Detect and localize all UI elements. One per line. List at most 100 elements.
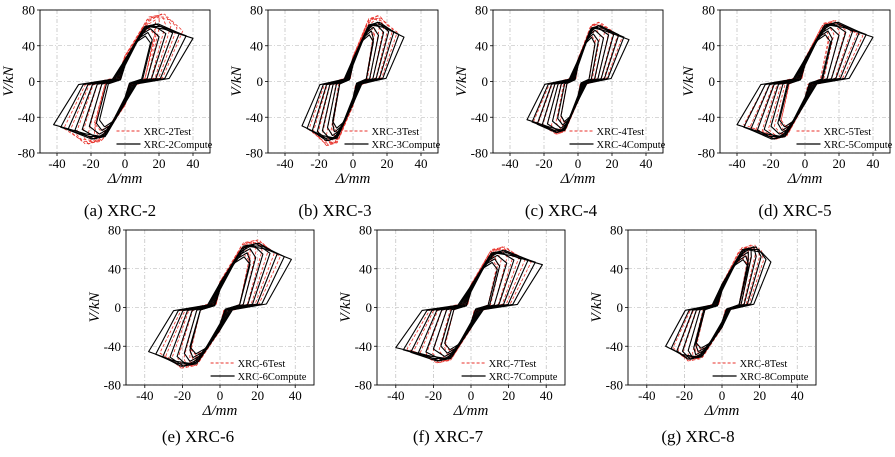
x-tick-label: 40 (867, 156, 880, 171)
x-tick-label: 20 (606, 156, 619, 171)
x-tick-label: 20 (502, 388, 515, 403)
y-tick-label: 40 (475, 38, 488, 53)
x-tick-label: 0 (350, 156, 357, 171)
x-tick-label: 0 (802, 156, 809, 171)
y-tick-label: 40 (359, 261, 372, 276)
y-axis-label: V/kN (454, 66, 470, 97)
x-tick-label: -20 (762, 156, 779, 171)
x-tick-label: 40 (415, 156, 428, 171)
x-axis-label: Δ/mm (335, 171, 371, 187)
hysteresis-curves (54, 14, 193, 144)
y-tick-label: 80 (475, 3, 488, 18)
chart-xrc-2: -40 -20 0 20 40 80 40 0 -40 -80 Δ/mm V/kN XRC-2Test X… (1, 3, 213, 188)
x-axis-label: Δ/mm (704, 403, 740, 419)
x-tick-label: -40 (501, 156, 518, 171)
x-tick-label: 20 (753, 388, 766, 403)
legend-entry: XRC-8Test (740, 359, 788, 370)
y-tick-label: -40 (606, 339, 623, 354)
caption-xrc-3: (b) XRC-3 (298, 201, 371, 220)
y-tick-label: -80 (698, 146, 715, 161)
caption-xrc-4: (c) XRC-4 (525, 201, 598, 220)
caption-xrc-2: (a) XRC-2 (84, 201, 156, 220)
y-tick-label: 80 (108, 223, 121, 238)
x-tick-label: 40 (791, 388, 804, 403)
legend-entry: XRC-6Compute (238, 372, 307, 383)
y-tick-label: 0 (29, 74, 36, 89)
y-tick-label: 0 (709, 74, 716, 89)
y-tick-label: 0 (617, 300, 624, 315)
legend-entry: XRC-5Test (824, 127, 872, 138)
legend-entry: XRC-2Test (144, 127, 192, 138)
y-tick-label: 40 (250, 38, 263, 53)
x-tick-label: -20 (174, 388, 191, 403)
x-axis-label: Δ/mm (107, 171, 143, 187)
y-tick-label: -80 (246, 146, 263, 161)
chart-xrc-6: -40 -20 0 20 4080400-40-80Δ/mmV/kNXRC-6TestX… (87, 223, 314, 420)
x-tick-label: 0 (575, 156, 582, 171)
caption-xrc-7: (f) XRC-7 (413, 427, 484, 446)
y-tick-label: 40 (702, 38, 715, 53)
x-tick-label: -20 (425, 388, 442, 403)
series-compute (666, 247, 771, 359)
y-axis-label: V/kN (338, 292, 354, 323)
y-tick-label: 80 (610, 223, 623, 238)
y-tick-label: -40 (246, 110, 263, 125)
x-tick-label: -40 (136, 388, 153, 403)
x-axis-label: Δ/mm (560, 171, 596, 187)
chart-xrc-8: -40 -20 0 20 40 80 40 0 -40 -80 Δ/mm V/kN XRC-8Test X… (589, 223, 816, 420)
hysteresis-curves (666, 245, 771, 361)
x-tick-label: 0 (719, 388, 726, 403)
y-axis-label: V/kN (681, 66, 697, 97)
hysteresis-loop (556, 27, 600, 129)
hysteresis-curves (396, 247, 543, 363)
legend-entry: XRC-2Compute (144, 140, 213, 151)
legend-entry: XRC-7Compute (489, 372, 558, 383)
x-tick-label: 40 (640, 156, 653, 171)
y-tick-label: 80 (359, 223, 372, 238)
y-tick-label: -80 (471, 146, 488, 161)
x-tick-label: -40 (387, 388, 404, 403)
y-tick-label: 40 (108, 261, 121, 276)
chart-xrc-3: -40 -20 0 20 40 80 40 0 -40 -80 Δ/mm V/kN XRC-3Test X… (229, 3, 441, 188)
x-tick-label: -20 (676, 388, 693, 403)
chart-xrc-4: -40 -20 0 20 4080400-40-80Δ/mmV/kNXRC-4TestX… (454, 3, 666, 188)
x-tick-label: -40 (276, 156, 293, 171)
x-axis-label: Δ/mm (202, 403, 238, 419)
x-tick-label: 0 (217, 388, 224, 403)
y-axis-label: V/kN (1, 66, 17, 97)
hysteresis-loop (694, 252, 749, 355)
y-tick-label: 0 (257, 74, 264, 89)
x-tick-label: 20 (381, 156, 394, 171)
series-test (744, 21, 863, 140)
caption-xrc-5: (d) XRC-5 (758, 201, 831, 220)
legend-entry: XRC-3Test (372, 127, 420, 138)
y-tick-label: 40 (22, 38, 35, 53)
legend-entry: XRC-7Test (489, 359, 537, 370)
legend-entry: XRC-8Compute (740, 372, 809, 383)
legend-entry: XRC-3Compute (372, 140, 441, 151)
y-tick-label: -40 (698, 110, 715, 125)
x-axis-label: Δ/mm (453, 403, 489, 419)
caption-xrc-8: (g) XRC-8 (661, 427, 734, 446)
x-tick-label: -20 (310, 156, 327, 171)
legend-entry: XRC-4Test (597, 127, 645, 138)
x-tick-label: 20 (153, 156, 166, 171)
y-tick-label: -80 (104, 378, 121, 393)
chart-xrc-5: -40 -20 0 20 4080400-40-80Δ/mmV/kNXRC-5TestX… (681, 3, 893, 188)
y-tick-label: -40 (355, 339, 372, 354)
x-tick-label: 20 (833, 156, 846, 171)
x-tick-label: -40 (48, 156, 65, 171)
x-tick-label: -20 (535, 156, 552, 171)
x-tick-label: -40 (638, 388, 655, 403)
y-tick-label: -80 (606, 378, 623, 393)
y-tick-label: 80 (250, 3, 263, 18)
y-tick-label: -40 (471, 110, 488, 125)
y-tick-label: 80 (22, 3, 35, 18)
x-tick-label: 40 (289, 388, 302, 403)
y-tick-label: 0 (115, 300, 122, 315)
x-tick-label: 40 (187, 156, 200, 171)
y-tick-label: -40 (18, 110, 35, 125)
x-axis-label: Δ/mm (787, 171, 823, 187)
x-tick-label: 20 (251, 388, 264, 403)
